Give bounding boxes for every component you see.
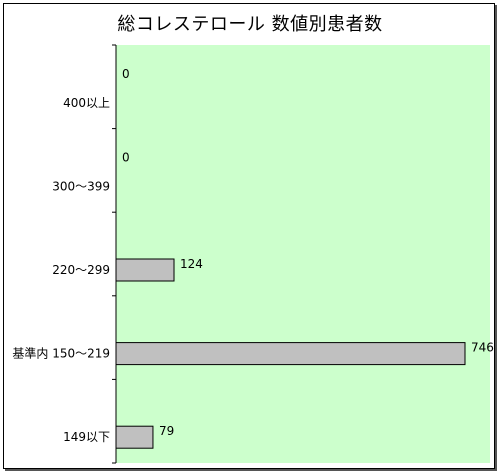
value-label: 124: [180, 257, 203, 271]
value-label: 79: [159, 424, 174, 438]
category-label: 220～299: [52, 263, 110, 277]
value-label: 0: [122, 67, 130, 81]
category-label: 300～399: [52, 179, 110, 193]
chart-title: 総コレステロール 数値別患者数: [117, 14, 383, 35]
category-label: 基準内 150～219: [12, 346, 110, 361]
value-label: 746: [471, 341, 494, 355]
bar: [115, 342, 466, 366]
category-label: 400以上: [63, 96, 110, 110]
value-label: 0: [122, 150, 130, 164]
bar: [115, 258, 175, 282]
bar: [115, 425, 154, 449]
category-label: 149以下: [63, 430, 110, 444]
plot-area: [116, 45, 490, 463]
